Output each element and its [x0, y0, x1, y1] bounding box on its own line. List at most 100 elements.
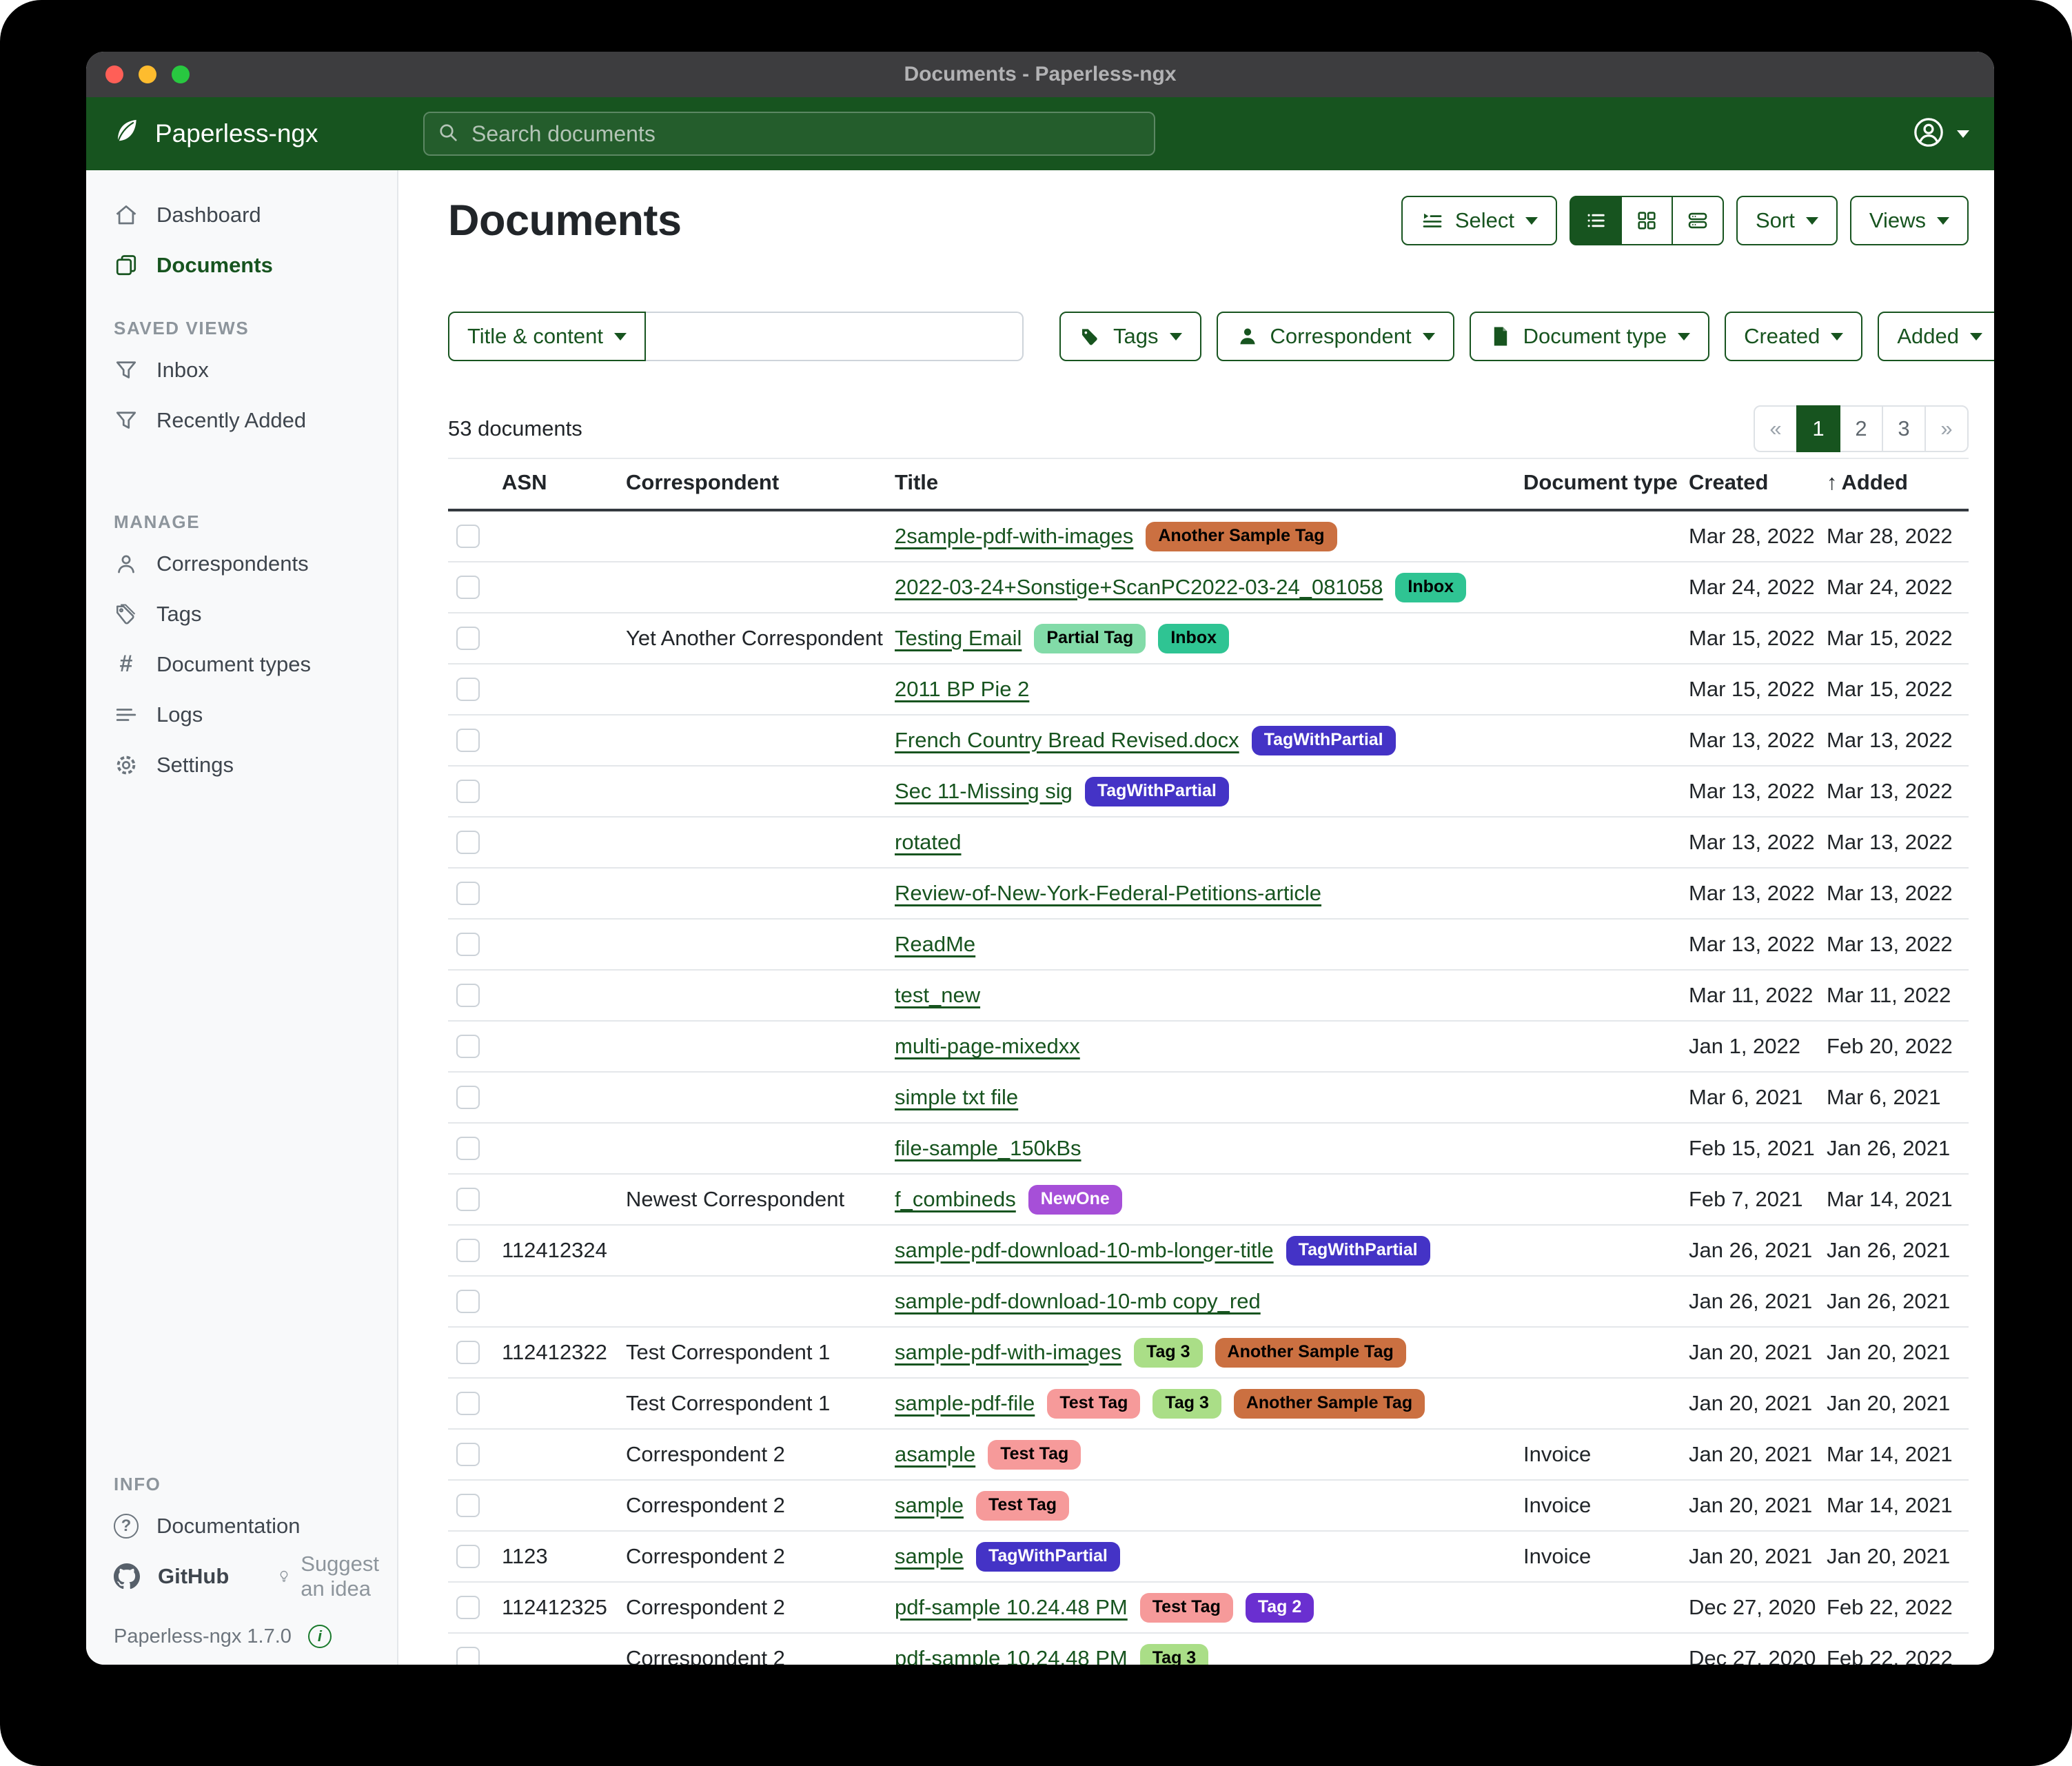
- info-icon[interactable]: i: [307, 1625, 332, 1648]
- correspondent-filter-button[interactable]: Correspondent: [1216, 312, 1454, 361]
- row-checkbox[interactable]: [456, 831, 480, 854]
- row-checkbox[interactable]: [456, 933, 480, 956]
- row-checkbox[interactable]: [456, 729, 480, 752]
- document-type-filter-button[interactable]: Document type: [1469, 312, 1710, 361]
- row-checkbox[interactable]: [456, 1137, 480, 1160]
- row-checkbox[interactable]: [456, 1545, 480, 1568]
- tag-badge[interactable]: TagWithPartial: [1286, 1235, 1430, 1266]
- detail-view-button[interactable]: [1672, 196, 1724, 245]
- document-link[interactable]: pdf-sample 10.24.48 PM: [895, 1594, 1128, 1619]
- global-search[interactable]: [423, 112, 1155, 156]
- tag-badge[interactable]: Partial Tag: [1034, 623, 1146, 653]
- pagination-page-3[interactable]: 3: [1882, 405, 1926, 452]
- filter-query-input[interactable]: [646, 312, 1024, 361]
- tag-badge[interactable]: Tag 3: [1134, 1337, 1203, 1368]
- suggest-idea-link[interactable]: Suggest an idea: [277, 1552, 397, 1601]
- sort-button[interactable]: Sort: [1736, 196, 1838, 245]
- row-checkbox[interactable]: [456, 1341, 480, 1364]
- document-link[interactable]: 2022-03-24+Sonstige+ScanPC2022-03-24_081…: [895, 574, 1383, 599]
- document-link[interactable]: Sec 11-Missing sig: [895, 778, 1073, 803]
- row-checkbox[interactable]: [456, 780, 480, 803]
- document-link[interactable]: 2011 BP Pie 2: [895, 677, 1030, 701]
- row-checkbox[interactable]: [456, 627, 480, 650]
- row-checkbox[interactable]: [456, 1035, 480, 1058]
- tags-filter-button[interactable]: Tags: [1059, 312, 1201, 361]
- row-checkbox[interactable]: [456, 1290, 480, 1313]
- added-filter-button[interactable]: Added: [1878, 312, 1994, 361]
- row-checkbox[interactable]: [456, 882, 480, 905]
- sidebar-item-logs[interactable]: Logs: [86, 689, 397, 740]
- brand[interactable]: Paperless-ngx: [111, 116, 423, 152]
- row-checkbox[interactable]: [456, 1596, 480, 1619]
- zoom-button[interactable]: [172, 65, 190, 83]
- header-added[interactable]: ↑ Added: [1818, 458, 1969, 511]
- document-link[interactable]: 2sample-pdf-with-images: [895, 523, 1134, 548]
- row-checkbox[interactable]: [456, 1239, 480, 1262]
- document-link[interactable]: test_new: [895, 983, 981, 1007]
- tag-badge[interactable]: Test Tag: [988, 1439, 1081, 1470]
- pagination-next[interactable]: »: [1924, 405, 1969, 452]
- pagination-page-2[interactable]: 2: [1839, 405, 1883, 452]
- pagination-page-1[interactable]: 1: [1796, 405, 1840, 452]
- row-checkbox[interactable]: [456, 576, 480, 599]
- document-link[interactable]: simple txt file: [895, 1085, 1019, 1109]
- sidebar-item-dashboard[interactable]: Dashboard: [86, 190, 397, 240]
- tag-badge[interactable]: TagWithPartial: [1084, 776, 1229, 806]
- sidebar-item-settings[interactable]: Settings: [86, 740, 397, 790]
- document-link[interactable]: file-sample_150kBs: [895, 1136, 1081, 1160]
- row-checkbox[interactable]: [456, 525, 480, 548]
- row-checkbox[interactable]: [456, 1392, 480, 1415]
- tag-badge[interactable]: Test Tag: [1139, 1592, 1233, 1623]
- document-link[interactable]: pdf-sample 10.24.48 PM: [895, 1645, 1128, 1665]
- tag-badge[interactable]: Another Sample Tag: [1215, 1337, 1406, 1368]
- tag-badge[interactable]: Inbox: [1158, 623, 1229, 653]
- document-link[interactable]: sample-pdf-download-10-mb-longer-title: [895, 1237, 1274, 1262]
- close-button[interactable]: [105, 65, 123, 83]
- document-link[interactable]: sample-pdf-file: [895, 1390, 1035, 1415]
- header-title[interactable]: Title: [886, 458, 1515, 511]
- row-checkbox[interactable]: [456, 984, 480, 1007]
- tag-badge[interactable]: Another Sample Tag: [1233, 1388, 1425, 1419]
- minimize-button[interactable]: [139, 65, 156, 83]
- header-correspondent[interactable]: Correspondent: [618, 458, 886, 511]
- user-menu[interactable]: [1913, 116, 1969, 152]
- tag-badge[interactable]: Test Tag: [1047, 1388, 1141, 1419]
- tag-badge[interactable]: NewOne: [1028, 1184, 1122, 1215]
- document-link[interactable]: Review-of-New-York-Federal-Petitions-art…: [895, 881, 1322, 905]
- row-checkbox[interactable]: [456, 1188, 480, 1211]
- search-input[interactable]: [470, 120, 1141, 148]
- tag-badge[interactable]: TagWithPartial: [975, 1541, 1120, 1572]
- document-link[interactable]: Testing Email: [895, 625, 1022, 650]
- document-link[interactable]: sample: [895, 1492, 964, 1517]
- document-link[interactable]: ReadMe: [895, 932, 976, 956]
- tag-badge[interactable]: Inbox: [1395, 572, 1467, 602]
- tag-badge[interactable]: Tag 3: [1152, 1388, 1221, 1419]
- header-created[interactable]: Created: [1680, 458, 1818, 511]
- github-link[interactable]: GitHub: [158, 1563, 230, 1588]
- select-button[interactable]: Select: [1401, 196, 1557, 245]
- row-checkbox[interactable]: [456, 1443, 480, 1466]
- document-link[interactable]: sample: [895, 1543, 964, 1568]
- pagination-prev[interactable]: «: [1754, 405, 1798, 452]
- header-asn[interactable]: ASN: [494, 458, 618, 511]
- sidebar-item-documents[interactable]: Documents: [86, 240, 397, 290]
- tag-badge[interactable]: Another Sample Tag: [1146, 521, 1337, 551]
- document-link[interactable]: f_combineds: [895, 1186, 1016, 1211]
- tag-badge[interactable]: Tag 3: [1139, 1643, 1209, 1665]
- list-view-button[interactable]: [1570, 196, 1622, 245]
- document-link[interactable]: sample-pdf-with-images: [895, 1339, 1122, 1364]
- tag-badge[interactable]: Tag 2: [1245, 1592, 1314, 1623]
- row-checkbox[interactable]: [456, 678, 480, 701]
- header-document-type[interactable]: Document type: [1515, 458, 1680, 511]
- document-link[interactable]: asample: [895, 1441, 976, 1466]
- sidebar-item-tags[interactable]: Tags: [86, 589, 397, 639]
- views-button[interactable]: Views: [1849, 196, 1969, 245]
- tag-badge[interactable]: Test Tag: [975, 1490, 1070, 1521]
- created-filter-button[interactable]: Created: [1725, 312, 1863, 361]
- tag-badge[interactable]: TagWithPartial: [1251, 725, 1396, 755]
- sidebar-item-correspondents[interactable]: Correspondents: [86, 538, 397, 589]
- document-link[interactable]: multi-page-mixedxx: [895, 1034, 1080, 1058]
- row-checkbox[interactable]: [456, 1494, 480, 1517]
- row-checkbox[interactable]: [456, 1086, 480, 1109]
- document-link[interactable]: rotated: [895, 830, 962, 854]
